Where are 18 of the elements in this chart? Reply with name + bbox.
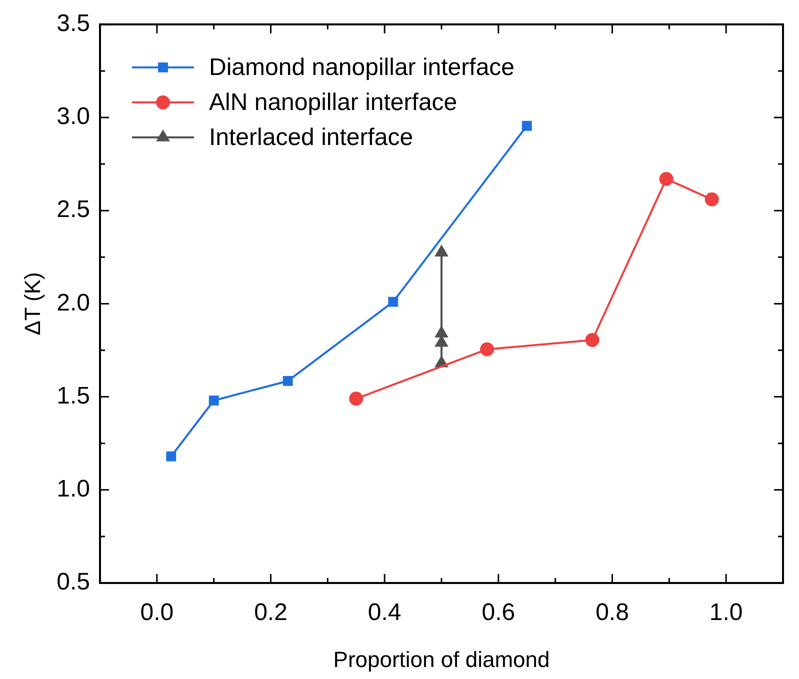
x-tick-label: 0.4 [368, 599, 402, 626]
y-tick-label: 1.0 [56, 476, 90, 503]
x-tick-label: 0.2 [254, 599, 288, 626]
y-axis-title: ΔT (K) [20, 272, 45, 336]
x-tick-label: 0.8 [596, 599, 629, 626]
y-tick-label: 2.0 [56, 289, 90, 316]
x-tick-label: 0.6 [482, 599, 516, 626]
x-tick-label: 0.0 [140, 599, 174, 626]
y-tick-label: 2.5 [56, 196, 90, 224]
legend-label: Diamond nanopillar interface [209, 54, 515, 82]
y-tick-label: 0.5 [56, 568, 90, 596]
y-tick-label: 3.0 [56, 103, 90, 130]
y-tick-label: 3.5 [56, 10, 90, 38]
x-axis-title: Proportion of diamond [333, 647, 550, 672]
legend-label: AlN nanopillar interface [209, 89, 458, 116]
y-tick-label: 1.5 [56, 382, 90, 410]
legend-label: Interlaced interface [209, 124, 414, 152]
x-tick-label: 1.0 [709, 599, 743, 626]
